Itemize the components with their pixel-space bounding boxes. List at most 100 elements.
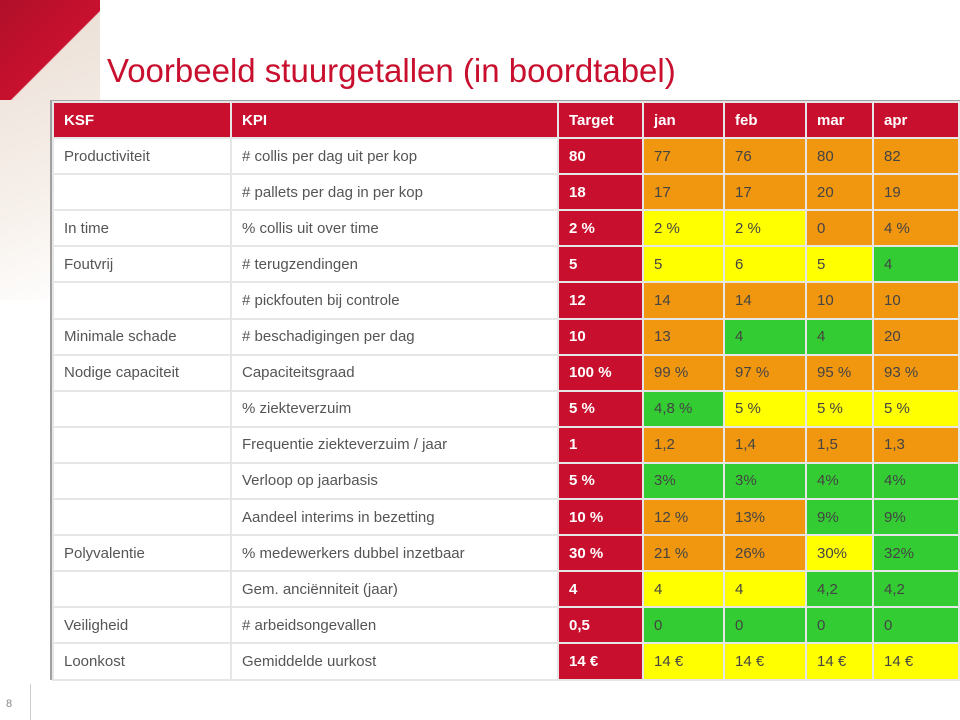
value-cell: 76	[723, 137, 807, 176]
value-cell: 13	[642, 317, 725, 356]
table-row: Veiligheid # arbeidsongevallen 0,5 0 0 0 0	[52, 606, 960, 645]
table-row: Frequentie ziekteverzuim / jaar 1 1,2 1,4 1,…	[52, 425, 960, 464]
table-row: Polyvalentie% medewerkers dubbel inzetba…	[52, 534, 960, 573]
table-row: % ziekteverzuim 5 % 4,8 % 5 % 5 % 5 %	[52, 389, 960, 428]
value-cell: 30%	[805, 534, 874, 573]
value-cell: 77	[642, 137, 725, 176]
value-cell: 1,3	[872, 425, 960, 464]
kpi-cell: # arbeidsongevallen	[230, 606, 559, 645]
target-cell: 30 %	[557, 534, 644, 573]
value-cell: 9%	[805, 498, 874, 537]
value-cell: 5 %	[872, 389, 960, 428]
value-cell: 0	[805, 209, 874, 248]
kpi-cell: # terugzendingen	[230, 245, 559, 284]
value-cell: 20	[805, 173, 874, 212]
target-cell: 12	[557, 281, 644, 320]
value-cell: 4	[723, 317, 807, 356]
table-row: # pallets per dag in per kop 18 17 17 20 19	[52, 173, 960, 212]
table-row: Loonkost Gemiddelde uurkost 14 €14 €14 €14…	[52, 642, 960, 681]
header-cell: KSF	[52, 100, 232, 140]
value-cell: 1,5	[805, 425, 874, 464]
value-cell: 17	[642, 173, 725, 212]
value-cell: 4 %	[872, 209, 960, 248]
value-cell: 0	[872, 606, 960, 645]
value-cell: 32%	[872, 534, 960, 573]
value-cell: 4	[872, 245, 960, 284]
kpi-cell: Verloop op jaarbasis	[230, 461, 559, 501]
target-cell: 1	[557, 425, 644, 464]
target-cell: 5	[557, 245, 644, 284]
ksf-cell	[52, 173, 232, 212]
value-cell: 1,2	[642, 425, 725, 464]
table-row: In time% collis uit over time 2 % 2 % 2 % 0 4…	[52, 209, 960, 248]
value-cell: 0	[642, 606, 725, 645]
value-cell: 14	[642, 281, 725, 320]
value-cell: 6	[723, 245, 807, 284]
value-cell: 14 €	[723, 642, 807, 681]
target-cell: 4	[557, 570, 644, 609]
value-cell: 99 %	[642, 353, 725, 392]
value-cell: 82	[872, 137, 960, 176]
value-cell: 9%	[872, 498, 960, 537]
value-cell: 10	[805, 281, 874, 320]
value-cell: 80	[805, 137, 874, 176]
target-cell: 14 €	[557, 642, 644, 681]
table-row: Aandeel interims in bezetting 10 % 12 % 13%…	[52, 498, 960, 537]
ksf-cell: Productiviteit	[52, 137, 232, 176]
ksf-cell: Veiligheid	[52, 606, 232, 645]
slide-title: Voorbeeld stuurgetallen (in boordtabel)	[107, 52, 676, 89]
target-cell: 100 %	[557, 353, 644, 392]
value-cell: 12 %	[642, 498, 725, 537]
kpi-cell: % collis uit over time	[230, 209, 559, 248]
value-cell: 0	[723, 606, 807, 645]
kpi-cell: # pallets per dag in per kop	[230, 173, 559, 212]
ksf-cell: Foutvrij	[52, 245, 232, 284]
value-cell: 4	[805, 317, 874, 356]
value-cell: 2 %	[642, 209, 725, 248]
value-cell: 14 €	[872, 642, 960, 681]
table-row: Foutvrij # terugzendingen 5 5 6 5 4	[52, 245, 960, 284]
value-cell: 97 %	[723, 353, 807, 392]
kpi-cell: # beschadigingen per dag	[230, 317, 559, 356]
header-cell: feb	[723, 100, 807, 140]
target-cell: 0,5	[557, 606, 644, 645]
value-cell: 3%	[642, 461, 725, 501]
table-row: # pickfouten bij controle 12 14 14 10 10	[52, 281, 960, 320]
kpi-cell: Aandeel interims in bezetting	[230, 498, 559, 537]
table-row: Minimale schade # beschadigingen per dag 1…	[52, 317, 960, 356]
ksf-cell	[52, 461, 232, 501]
value-cell: 5 %	[805, 389, 874, 428]
target-cell: 5 %	[557, 389, 644, 428]
value-cell: 5	[642, 245, 725, 284]
kpi-cell: # collis per dag uit per kop	[230, 137, 559, 176]
value-cell: 26%	[723, 534, 807, 573]
value-cell: 95 %	[805, 353, 874, 392]
value-cell: 93 %	[872, 353, 960, 392]
table-row: Verloop op jaarbasis 5 % 3% 3% 4% 4%	[52, 461, 960, 501]
ksf-cell: Polyvalentie	[52, 534, 232, 573]
table-row: Productiviteit # collis per dag uit per k…	[52, 137, 960, 176]
table-row: Gem. anciënniteit (jaar) 4 4 4 4,2 4,2	[52, 570, 960, 609]
ksf-cell: In time	[52, 209, 232, 248]
ksf-cell	[52, 498, 232, 537]
table-row: Nodige capaciteit Capaciteitsgraad 100 % 99…	[52, 353, 960, 392]
value-cell: 13%	[723, 498, 807, 537]
header-cell: Target	[557, 100, 644, 140]
ksf-cell	[52, 389, 232, 428]
value-cell: 4%	[805, 461, 874, 501]
value-cell: 4,8 %	[642, 389, 725, 428]
value-cell: 20	[872, 317, 960, 356]
header-cell: apr	[872, 100, 960, 140]
ksf-cell	[52, 570, 232, 609]
kpi-cell: Capaciteitsgraad	[230, 353, 559, 392]
value-cell: 0	[805, 606, 874, 645]
ksf-cell	[52, 281, 232, 320]
header-row: KSF KPI Target jan feb mar apr	[52, 100, 960, 140]
kpi-cell: Gem. anciënniteit (jaar)	[230, 570, 559, 609]
kpi-cell: Gemiddelde uurkost	[230, 642, 559, 681]
slide-number: 8	[6, 698, 13, 710]
header-cell: jan	[642, 100, 725, 140]
value-cell: 4%	[872, 461, 960, 501]
ksf-cell: Loonkost	[52, 642, 232, 681]
